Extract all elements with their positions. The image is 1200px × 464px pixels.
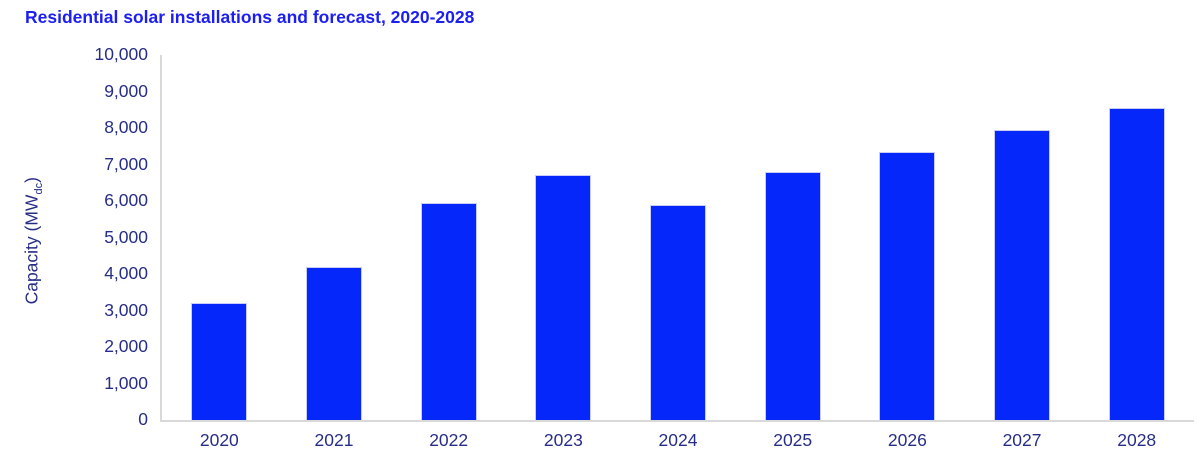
x-axis-tick-labels: 2020 2021 2022 2023 2024 2025 2026 2027 2028: [162, 430, 1194, 451]
bar-slot-2028: [1079, 55, 1194, 420]
bar-2022: [420, 202, 477, 420]
bar-2028: [1108, 107, 1165, 420]
y-axis-tick-label: 7,000: [104, 153, 148, 174]
bar-slot-2022: [391, 55, 506, 420]
x-axis-tick-label: 2022: [429, 430, 469, 450]
x-axis-tick-label: 2021: [314, 430, 354, 450]
y-axis-tick-label: 0: [138, 408, 148, 429]
bar-slot-2020: [162, 55, 277, 420]
x-axis-tick-label: 2027: [1002, 430, 1042, 450]
y-axis-tick-label: 3,000: [104, 299, 148, 320]
bar-slot-2024: [621, 55, 736, 420]
bar-slot-2021: [277, 55, 392, 420]
bar-slot-2027: [965, 55, 1080, 420]
x-axis-tick-label: 2025: [773, 430, 813, 450]
y-axis-tick-label: 5,000: [104, 226, 148, 247]
bar-slot-2023: [506, 55, 621, 420]
chart-title: Residential solar installations and fore…: [25, 7, 475, 27]
bar-slot-2026: [850, 55, 965, 420]
y-axis-tick-labels: 10,000 9,000 8,000 7,000 6,000 5,000 4,000 3,00…: [0, 44, 148, 429]
bar-2020: [191, 303, 248, 420]
bar-slot-2025: [735, 55, 850, 420]
x-axis-tick-label: 2028: [1117, 430, 1157, 450]
x-axis-tick-label: 2026: [887, 430, 927, 450]
bar-2023: [535, 175, 592, 420]
x-axis-tick-label: 2023: [543, 430, 583, 450]
y-axis-tick-label: 9,000: [104, 80, 148, 101]
bar-2026: [879, 151, 936, 420]
bar-2027: [994, 129, 1051, 420]
bar-2024: [650, 204, 707, 420]
y-axis-tick-label: 8,000: [104, 116, 148, 137]
y-axis-tick-label: 4,000: [104, 262, 148, 283]
y-axis-tick-label: 6,000: [104, 189, 148, 210]
y-axis-tick-label: 2,000: [104, 335, 148, 356]
x-axis-tick-label: 2020: [199, 430, 239, 450]
plot-area: [160, 55, 1194, 422]
x-axis-tick-label: 2024: [658, 430, 698, 450]
bar-2025: [764, 171, 821, 420]
y-axis-tick-label: 1,000: [104, 372, 148, 393]
y-axis-tick-label: 10,000: [94, 43, 148, 64]
bar-2021: [306, 266, 362, 420]
